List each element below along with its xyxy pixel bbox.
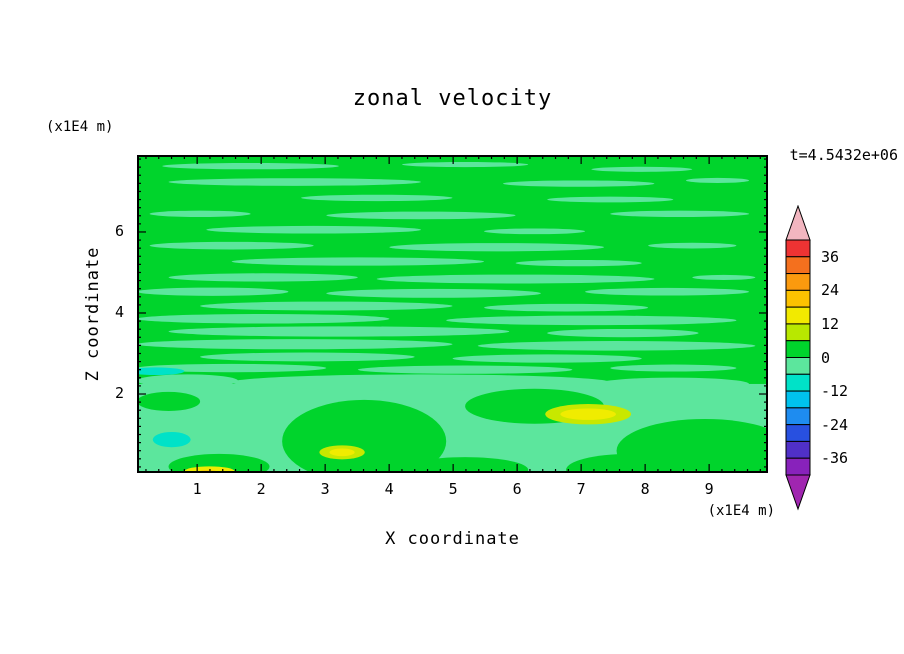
colorbar-segment [785,424,811,442]
y-tick-label: 4 [114,302,124,321]
colorbar-tick-label: 12 [821,314,840,333]
colorbar-segment [785,457,811,476]
x-axis-title: X coordinate [385,529,520,549]
field-streak [231,257,485,266]
field-streak [446,315,737,326]
colorbar-arrow-over [785,204,811,241]
field-streak [692,274,756,280]
colorbar-segment [785,440,811,459]
field-streak [648,242,737,249]
field-streak [547,196,674,203]
y-tick-label: 2 [114,384,124,402]
colorbar-segment [785,407,811,426]
field-streak [452,354,642,363]
field-streak [402,161,529,168]
plot-area [137,155,768,473]
field-streak [206,225,421,234]
field-streak [137,339,453,350]
field-streak [484,303,649,312]
field-streak [610,210,750,218]
colorbar: 36 24 12 0 -12 -24 -36 [785,204,900,511]
x-tick-label: 1 [192,480,202,498]
field-streak [376,274,655,284]
colorbar-arrow-under [785,474,811,511]
field-streak [231,374,611,391]
field-streak [515,259,642,267]
field-spot [137,367,185,376]
x-tick-label: 2 [256,480,266,498]
field-streak [610,364,737,372]
x-tick-label: 4 [384,480,394,498]
field-streak [168,178,421,186]
field-streak [137,374,238,388]
colorbar-scale [785,204,811,511]
colorbar-segment [785,239,811,258]
colorbar-segment [785,289,811,308]
colorbar-tick-label: 24 [821,281,840,300]
field-blob [137,391,201,411]
colorbar-segment [785,306,811,325]
chart-title: zonal velocity [352,86,553,111]
x-tick-label: 3 [320,480,330,498]
colorbar-segment [785,273,811,291]
field-streak [301,194,453,202]
field-streak [477,341,756,351]
field-spot [560,408,616,420]
field-blob [402,457,529,473]
plot-frame [137,155,768,473]
field-streak [484,228,586,235]
field-streak [389,243,604,252]
colorbar-tick-label: -12 [821,382,849,401]
field-streak [326,288,541,298]
field-streak [591,166,693,172]
y-tick-label: 6 [114,221,124,240]
field-streak [168,326,510,337]
colorbar-segment [785,340,811,358]
field-blob [566,453,693,473]
field-streak [137,363,327,373]
field-streak [357,365,573,374]
colorbar-segment [785,373,811,392]
field-streak [200,352,415,362]
field-streak [547,328,699,338]
time-annotation: t=4.5432e+06 [789,146,898,164]
field-streak [502,180,655,187]
colorbar-segment [785,256,811,275]
field-streak [149,210,251,218]
field-streak [137,287,289,296]
contour-field [137,155,768,473]
field-spot [152,431,191,448]
field-streak [137,314,390,324]
colorbar-segment [785,323,811,342]
x-tick-label: 5 [448,480,458,498]
field-spot [329,448,355,457]
y-axis-unit-label: (x1E4 m) [46,119,114,135]
colorbar-segment [785,357,811,375]
field-streak [200,301,453,311]
field-streak [685,177,750,183]
x-tick-label: 7 [576,480,586,498]
x-axis-unit-label: (x1E4 m) [707,503,775,519]
colorbar-tick-label: 36 [821,247,840,266]
field-streak [326,211,516,220]
colorbar-segment [785,390,811,409]
field-streak [149,241,314,250]
x-tick-label: 9 [704,480,714,498]
colorbar-tick-label: -24 [821,415,849,434]
x-tick-label: 8 [640,480,650,498]
field-streak [585,287,750,296]
field-streak [168,273,358,282]
field-streak [597,377,750,391]
colorbar-tick-label: -36 [821,449,849,468]
x-tick-label: 6 [512,480,522,498]
colorbar-tick-label: 0 [821,348,831,367]
field-streak [162,162,339,170]
